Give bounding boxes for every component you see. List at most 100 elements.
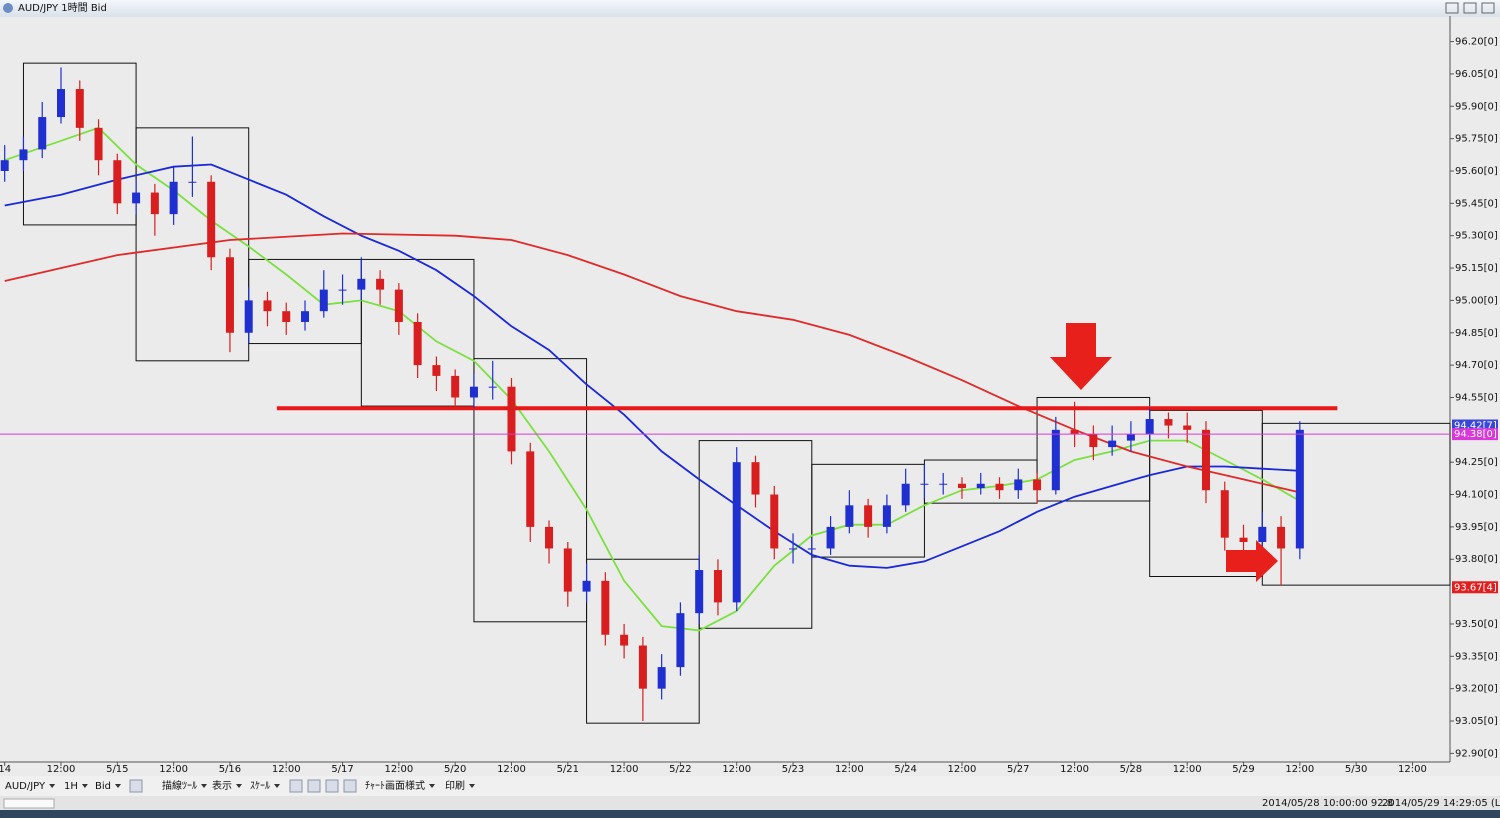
dropdown-arrow <box>201 784 207 788</box>
candle-body <box>1201 429 1210 491</box>
y-tick-label: 93.05[0] <box>1455 716 1498 727</box>
x-tick-label: 5/22 <box>669 764 691 775</box>
candle-body <box>751 462 760 495</box>
candle-body <box>826 526 835 549</box>
dropdown-arrow <box>429 784 435 788</box>
y-tick-label: 93.80[0] <box>1455 554 1498 565</box>
toolbar-icon[interactable] <box>289 779 303 793</box>
candle-body <box>488 386 497 388</box>
toolbar-menu[interactable]: 印刷 <box>445 780 465 792</box>
x-tick-label: 12:00 <box>47 764 76 775</box>
toolbar-menu[interactable]: ﾁｬｰﾄ画面様式 <box>365 779 425 792</box>
y-tick-label: 95.45[0] <box>1455 198 1498 209</box>
candle-body <box>563 548 572 592</box>
dropdown-arrow <box>469 784 475 788</box>
toolbar-menu[interactable]: 表示 <box>212 779 232 792</box>
chart-area <box>0 17 1500 777</box>
candle-body <box>789 548 798 550</box>
x-tick-label: 5/16 <box>219 764 241 775</box>
toolbar-menu[interactable]: 描線ﾂｰﾙ <box>162 779 197 792</box>
toolbar-menu[interactable]: 1H <box>64 781 78 792</box>
candle-body <box>807 548 816 550</box>
dropdown-arrow <box>49 784 56 788</box>
toolbar-menu[interactable]: ｽｹｰﾙ <box>250 780 270 792</box>
candle-body <box>394 289 403 322</box>
y-tick-label: 94.25[0] <box>1455 457 1498 468</box>
candle-body <box>939 483 948 485</box>
x-tick-label: 5/30 <box>1345 764 1367 775</box>
candle-body <box>469 386 478 398</box>
toolbar-icon[interactable] <box>343 779 357 793</box>
candle-body <box>1108 440 1117 448</box>
dropdown-arrow <box>274 784 280 788</box>
x-tick-label: 5/28 <box>1120 764 1142 775</box>
candle-body <box>713 570 722 603</box>
candle-body <box>732 462 741 603</box>
range-box <box>586 558 700 724</box>
taskbar <box>0 810 1500 818</box>
maximize-button[interactable] <box>1463 2 1477 14</box>
toolbar <box>0 776 1500 796</box>
candle-body <box>1014 479 1023 491</box>
candle-body <box>676 613 685 668</box>
dropdown-arrow <box>115 784 121 788</box>
toolbar-icon[interactable] <box>129 779 143 793</box>
toolbar-items: AUD/JPY 1H Bid 描線ﾂｰﾙ 表示 ｽｹｰﾙ ﾁｬｰﾄ画面様式 印刷 <box>5 779 475 793</box>
candle-body <box>38 117 47 150</box>
x-tick-label: 14 <box>0 764 11 775</box>
candle-body <box>882 505 891 527</box>
y-tick-label: 95.00[0] <box>1455 295 1498 306</box>
candle-body <box>244 300 253 333</box>
candle-body <box>432 365 441 376</box>
candle-body <box>413 321 422 366</box>
y-tick-label: 95.90[0] <box>1455 101 1498 112</box>
range-box <box>360 258 475 407</box>
moving-average <box>4 232 1301 494</box>
plot: 96.20[0] 96.05[0] 95.90[0] 95.75[0] 95.60[0]… <box>0 16 1498 775</box>
y-tick-label: 94.55[0] <box>1455 392 1498 403</box>
candle-body <box>901 483 910 506</box>
range-box <box>135 127 250 362</box>
x-tick-label: 12:00 <box>272 764 301 775</box>
candle-body <box>301 311 310 322</box>
range-box <box>473 358 588 623</box>
candle-body <box>376 278 385 290</box>
candle-body <box>1070 429 1079 435</box>
toolbar-icon[interactable] <box>307 779 321 793</box>
annotations <box>1050 323 1278 582</box>
y-tick-label: 94.70[0] <box>1455 360 1498 371</box>
y-tick-label: 94.85[0] <box>1455 328 1498 339</box>
toolbar-icon[interactable] <box>325 779 339 793</box>
candle-body <box>582 580 591 592</box>
minimize-button[interactable] <box>1445 2 1459 14</box>
right-arrow <box>1226 540 1278 582</box>
candle-body <box>845 505 854 527</box>
scrollbar[interactable] <box>3 798 55 809</box>
candle-body <box>1051 429 1060 491</box>
candle-body <box>225 257 234 333</box>
candle-body <box>188 181 197 183</box>
title-bar <box>0 0 1500 17</box>
price-label: 93.67[4] <box>1454 582 1497 593</box>
candle-body <box>338 289 347 291</box>
down-arrow <box>1050 323 1112 390</box>
candle-body <box>507 386 516 452</box>
candle-body <box>75 89 84 128</box>
x-tick-label: 5/15 <box>106 764 128 775</box>
x-tick-label: 12:00 <box>384 764 413 775</box>
close-button[interactable] <box>1481 2 1495 14</box>
candle-body <box>1183 425 1192 430</box>
x-tick-label: 5/27 <box>1007 764 1029 775</box>
candle-body <box>1033 479 1042 491</box>
candle-body <box>545 526 554 549</box>
x-tick-label: 12:00 <box>497 764 526 775</box>
x-tick-label: 12:00 <box>610 764 639 775</box>
candle-body <box>638 645 647 689</box>
candle-body <box>526 451 535 527</box>
toolbar-menu[interactable]: AUD/JPY <box>5 781 46 792</box>
candle-body <box>957 483 966 489</box>
candle-body <box>1126 434 1135 441</box>
toolbar-menu[interactable]: Bid <box>95 781 111 792</box>
app-icon <box>3 3 13 13</box>
